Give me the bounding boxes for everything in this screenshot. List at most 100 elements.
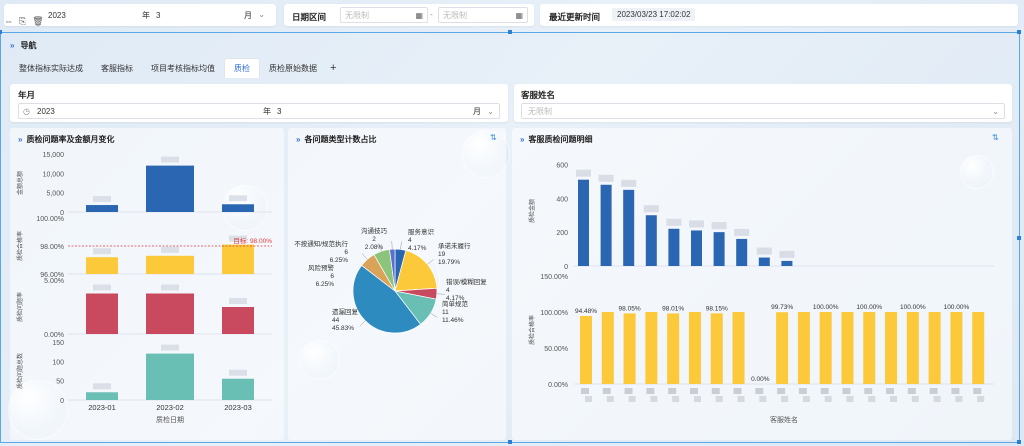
redacted-x-label <box>711 388 720 394</box>
redacted-x-label <box>929 388 938 394</box>
tab-overall[interactable]: 整体指标实际达成 <box>19 63 83 73</box>
filter-icon[interactable]: ⇅ <box>490 133 497 142</box>
duplicate-icon[interactable]: ⎘ <box>19 16 27 26</box>
pie-label: 遗漏回复 <box>332 307 359 316</box>
bar <box>736 238 748 266</box>
left-multi-bar-chart: 15,000 10,000 5,000 0 金额总额 100.00% 98.00% 96.00… <box>16 152 272 424</box>
redacted-data-label <box>229 235 247 242</box>
resize-handle[interactable] <box>0 30 2 34</box>
redacted-data-label <box>93 196 111 203</box>
redacted-data-label <box>576 169 591 177</box>
bar <box>819 312 832 384</box>
tab-qc[interactable]: 质检 <box>224 58 260 78</box>
x-axis-label: 客服姓名 <box>770 415 798 424</box>
data-label: 98.05% <box>619 305 641 312</box>
bar <box>623 189 635 266</box>
redacted-data-label <box>711 222 727 230</box>
pie-label: 45.83% <box>332 325 354 332</box>
bar <box>600 184 612 266</box>
filter-year-value: 2023 <box>37 106 55 116</box>
bar <box>645 312 658 384</box>
bar <box>601 312 614 384</box>
mid-title-text: 各问题类型计数占比 <box>304 135 377 144</box>
redacted-x-label <box>672 396 680 402</box>
nav-header: » 导航 <box>10 40 36 51</box>
redacted-data-label <box>689 220 704 228</box>
redacted-data-label <box>643 205 659 213</box>
y-tick-label: 150.00% <box>540 274 568 281</box>
x-tick-label: 2023-02 <box>156 403 184 412</box>
redacted-x-label <box>933 396 941 402</box>
delete-icon[interactable]: 🗑 <box>32 16 44 26</box>
y-tick-label: 200 <box>556 230 568 237</box>
right-chart-title: » 客服质检问题明细 <box>520 134 592 145</box>
data-label: 100.00% <box>900 304 926 311</box>
month-select[interactable]: 年 3 月 ⌄ <box>140 7 270 23</box>
pie-label: 错误/模糊回复 <box>446 277 487 286</box>
add-tab-button[interactable]: + <box>330 62 337 74</box>
resize-handle[interactable] <box>508 30 512 34</box>
arrows-right-icon: » <box>520 135 525 144</box>
resize-handle[interactable] <box>1017 236 1021 240</box>
redacted-data-label <box>229 298 247 304</box>
y-axis-label: 质检合格率 <box>528 315 536 345</box>
resize-handle[interactable] <box>1017 30 1021 34</box>
redacted-data-label <box>621 179 637 187</box>
redacted-data-label <box>93 383 111 390</box>
leader-line <box>400 241 402 250</box>
move-icon[interactable]: ⇔ <box>4 16 13 26</box>
y-tick-label: 100 <box>52 359 64 366</box>
filter-icon[interactable]: ⇅ <box>992 133 999 142</box>
redacted-x-label <box>973 388 982 394</box>
bar <box>146 353 194 400</box>
pie-label: 2 <box>372 236 376 243</box>
tab-project-avg[interactable]: 项目考核指标均值 <box>151 63 215 73</box>
bar <box>688 312 701 384</box>
date-range-label: 日期区间 <box>292 12 327 22</box>
redacted-x-label <box>602 388 611 394</box>
date-end-input[interactable]: 无限制 ▦ <box>438 7 528 23</box>
year-value: 2023 <box>48 10 66 20</box>
data-label: 100.00% <box>856 304 882 311</box>
data-label: 98.01% <box>662 305 684 312</box>
redacted-x-label <box>668 388 677 394</box>
date-separator: - <box>430 10 433 19</box>
x-tick-label: 2023-03 <box>224 403 252 412</box>
tab-agent-metrics[interactable]: 客服指标 <box>101 63 133 73</box>
filter-year-select[interactable]: ◷ 2023 年 3 月 ⌄ <box>18 103 500 119</box>
redacted-x-label <box>693 396 701 402</box>
y-tick-label: 400 <box>556 196 568 203</box>
filter-year-label: 年月 <box>18 90 36 100</box>
tab-qc-raw[interactable]: 质检原始数据 <box>269 63 317 73</box>
bar <box>623 313 636 384</box>
redacted-data-label <box>734 228 750 236</box>
filter-agent-select[interactable]: 无限制 ⌄ <box>521 103 1005 119</box>
leader-line <box>359 320 366 327</box>
bar <box>972 312 985 384</box>
bar <box>667 313 680 384</box>
redacted-x-label <box>820 388 829 394</box>
redacted-x-label <box>628 396 636 402</box>
redacted-x-label <box>842 388 851 394</box>
bar <box>885 312 898 384</box>
calendar-icon: ▦ <box>415 10 423 20</box>
y-tick-label: 50.00% <box>544 346 568 353</box>
data-label: 94.48% <box>575 308 597 315</box>
redacted-data-label <box>93 248 111 255</box>
year-select[interactable]: 2023 <box>28 7 128 23</box>
pie-label: 风险预警 <box>308 263 335 272</box>
redacted-x-label <box>777 388 786 394</box>
bar <box>146 255 194 274</box>
resize-handle[interactable] <box>508 440 512 444</box>
resize-handle[interactable] <box>1017 440 1021 444</box>
redacted-x-label <box>781 396 789 402</box>
y-tick-label: 5,000 <box>46 191 64 198</box>
date-start-input[interactable]: 无限制 ▦ <box>340 7 428 23</box>
redacted-x-label <box>802 396 810 402</box>
y-tick-label: 100.00% <box>36 216 64 223</box>
pie-label: 19.79% <box>438 259 460 266</box>
nav-title: 导航 <box>20 41 37 50</box>
pie-label: 2.08% <box>365 244 384 251</box>
redacted-x-label <box>911 396 919 402</box>
y-tick-label: 98.00% <box>40 244 64 251</box>
